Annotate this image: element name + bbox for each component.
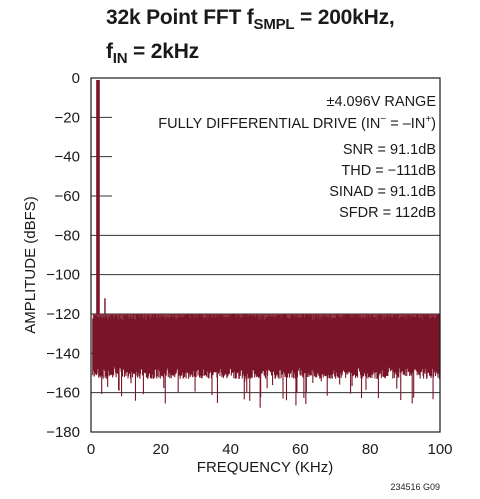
- annotation-sinad: SINAD = 91.1dB: [329, 184, 436, 200]
- figure-id: 234516 G09: [390, 482, 440, 492]
- fundamental-spike: [96, 79, 100, 314]
- y-tick-label: −160: [46, 385, 80, 402]
- annotation-thd: THD = −111dB: [341, 163, 436, 179]
- noise-floor-band: [92, 314, 441, 356]
- y-tick-labels: 0 −20 −40 −60 −80 −100 −120 −140 −160 −180: [46, 70, 80, 441]
- plot-border: [90, 77, 441, 433]
- y-tick-label: −20: [55, 109, 80, 126]
- chart-title: 32k Point FFT fSMPL = 200kHz, fIN = 2kHz: [106, 4, 466, 72]
- y-tick-label: −180: [46, 424, 80, 441]
- x-tick-label: 40: [222, 441, 239, 458]
- x-tick-label: 20: [152, 441, 169, 458]
- plot-frame: [90, 77, 441, 433]
- y-axis-label: AMPLITUDE (dBFS): [22, 196, 39, 334]
- y-tick-label: −40: [55, 149, 80, 166]
- spike-series: [96, 79, 106, 314]
- y-tick-label: −100: [46, 267, 80, 284]
- title-line-2: fIN = 2kHz: [106, 40, 199, 67]
- annotation-range: ±4.096V RANGE: [326, 94, 436, 110]
- y-tick-label: −120: [46, 306, 80, 323]
- annotation-sfdr: SFDR = 112dB: [339, 205, 436, 221]
- y-tick-label: −140: [46, 345, 80, 362]
- annotation-snr: SNR = 91.1dB: [343, 142, 436, 158]
- y-tick-label: 0: [72, 70, 80, 87]
- annotation-mask: [112, 84, 440, 218]
- x-tick-label: 100: [427, 441, 452, 458]
- x-tick-label: 0: [87, 441, 95, 458]
- x-axis-label: FREQUENCY (KHz): [197, 459, 333, 476]
- annotation-drive: FULLY DIFFERENTIAL DRIVE (IN− = –IN+): [158, 114, 436, 132]
- noise-floor-series: [92, 314, 441, 408]
- y-tick-label: −80: [55, 227, 80, 244]
- y-tick-label: −60: [55, 188, 80, 205]
- x-tick-labels: 0 20 40 60 80 100: [87, 441, 453, 458]
- x-tick-label: 60: [292, 441, 309, 458]
- x-tick-label: 80: [362, 441, 379, 458]
- title-line-1: 32k Point FFT fSMPL = 200kHz,: [106, 6, 395, 33]
